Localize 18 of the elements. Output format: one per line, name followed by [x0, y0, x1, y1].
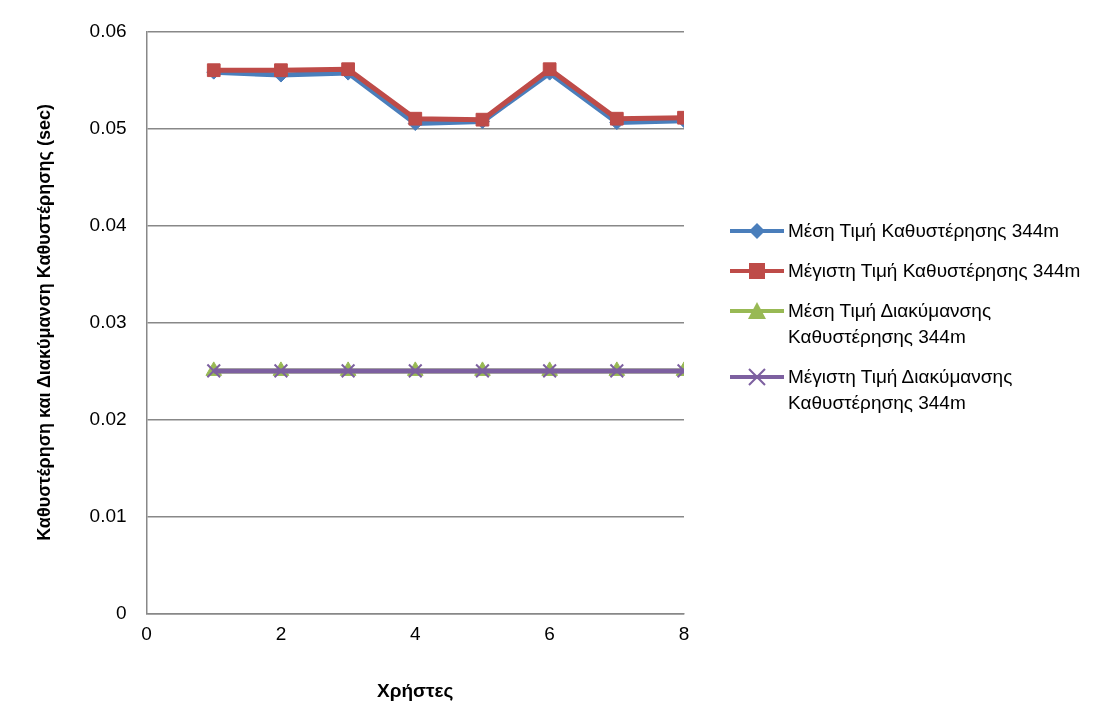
x-tick-label: 4 [410, 623, 421, 645]
y-tick-label: 0.03 [89, 310, 127, 332]
x-axis-title: Χρήστες [377, 679, 454, 701]
y-tick-label: 0 [116, 601, 127, 623]
legend-label: Μέση Τιμή Διακύμανσης Καθυστέρησης 344m [788, 299, 993, 349]
y-tick-label: 0.02 [89, 407, 127, 429]
x-tick-label: 2 [275, 623, 287, 645]
x-tick-label: 8 [678, 623, 690, 645]
x-tick-label: 6 [544, 623, 555, 645]
y-tick-label: 0.04 [89, 213, 128, 235]
legend-label: Μέγιστη Τιμή Διακύμανσης Καθυστέρησης 344m [788, 365, 1014, 415]
legend-label: Μέση Τιμή Καθυστέρησης 344m [788, 219, 1060, 243]
x-tick-label: 0 [141, 623, 152, 645]
y-tick-label: 0.01 [89, 504, 127, 526]
legend-label: Μέγιστη Τιμή Καθυστέρησης 344m [788, 259, 1081, 283]
y-tick-label: 0.06 [89, 19, 127, 41]
y-tick-label: 0.05 [89, 116, 127, 138]
y-axis-title: Καθυστέρηση και Διακύμανση Καθυστέρησης (sec) [33, 104, 54, 541]
